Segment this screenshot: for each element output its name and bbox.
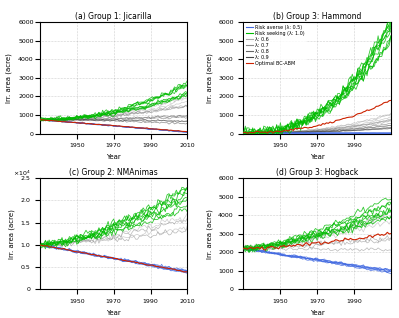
X-axis label: Year: Year (106, 154, 121, 160)
Title: (c) Group 2: NMAnimas: (c) Group 2: NMAnimas (69, 168, 158, 177)
Y-axis label: Irr. area (acre): Irr. area (acre) (206, 53, 213, 103)
Y-axis label: Irr. area (acre): Irr. area (acre) (206, 209, 213, 259)
Y-axis label: Irr. area (acre): Irr. area (acre) (8, 209, 15, 259)
Title: (b) Group 3: Hammond: (b) Group 3: Hammond (273, 12, 361, 22)
Text: $\times10^4$: $\times10^4$ (13, 169, 31, 178)
Legend: Risk averse (λ: 0.5), Risk seeking (λ: 1.0), λ: 0.6, λ: 0.7, λ: 0.8, λ: 0.9, Opt: Risk averse (λ: 0.5), Risk seeking (λ: 1… (245, 23, 306, 67)
X-axis label: Year: Year (310, 154, 325, 160)
X-axis label: Year: Year (310, 310, 325, 316)
Title: (a) Group 1: Jicarilla: (a) Group 1: Jicarilla (75, 12, 152, 22)
Y-axis label: Irr. area (acre): Irr. area (acre) (6, 53, 12, 103)
Title: (d) Group 3: Hogback: (d) Group 3: Hogback (276, 168, 358, 177)
X-axis label: Year: Year (106, 310, 121, 316)
